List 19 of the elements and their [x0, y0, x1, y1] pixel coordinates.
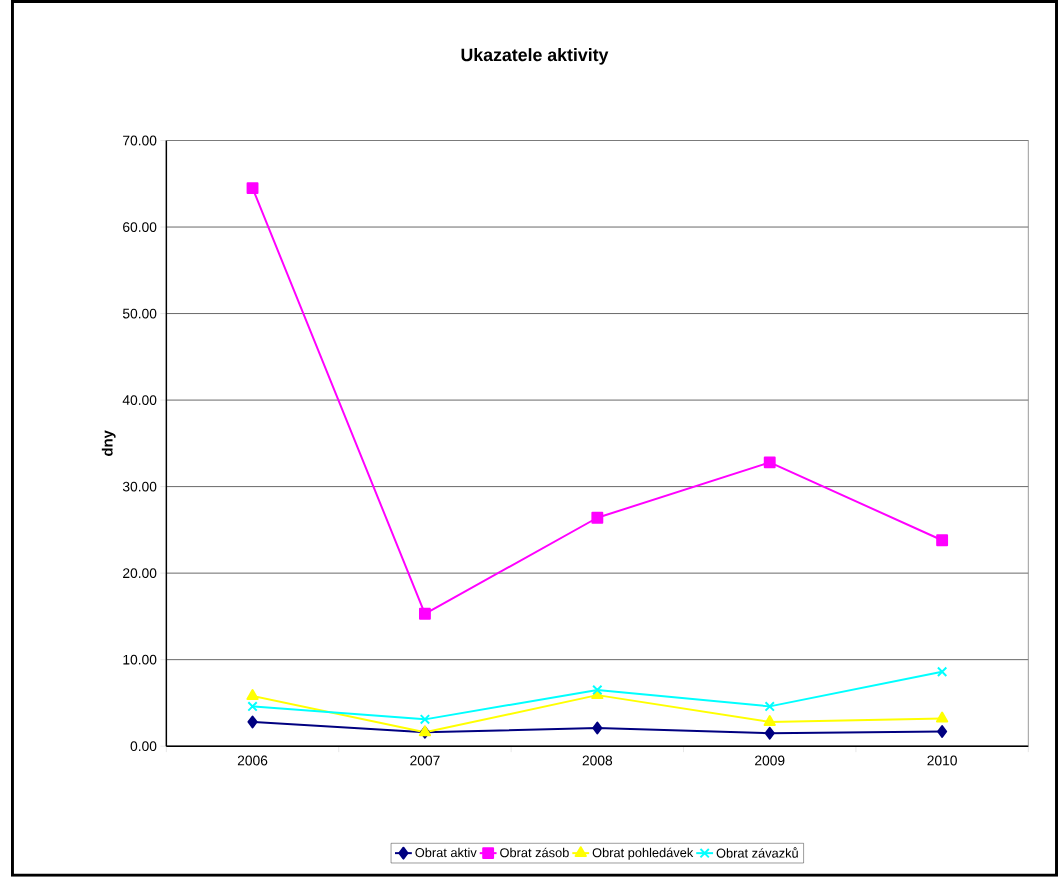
legend-label: Obrat pohledávek: [592, 847, 694, 860]
chart-title: Ukazatele aktivity: [461, 48, 609, 65]
y-tick-label: 30.00: [122, 481, 157, 492]
x-tick-label: 2007: [410, 755, 440, 766]
y-axis-title: dny: [101, 430, 116, 456]
x-tick-label: 2010: [927, 755, 957, 766]
legend-label: Obrat aktiv: [415, 847, 477, 858]
legend-label: Obrat závazků: [716, 847, 798, 858]
y-tick-label: 60.00: [123, 222, 157, 233]
y-tick-label: 50.00: [122, 308, 157, 319]
y-tick-label: 0.00: [130, 741, 157, 752]
legend-label: Obrat zásob: [500, 847, 569, 858]
x-tick-label: 2006: [237, 755, 268, 766]
x-tick-label: 2008: [582, 755, 613, 766]
y-tick-label: 20.00: [123, 568, 157, 579]
y-tick-label: 10.00: [123, 654, 157, 665]
y-tick-label: 70.00: [123, 135, 157, 146]
x-tick-label: 2009: [755, 755, 785, 766]
y-tick-label: 40.00: [122, 395, 157, 406]
